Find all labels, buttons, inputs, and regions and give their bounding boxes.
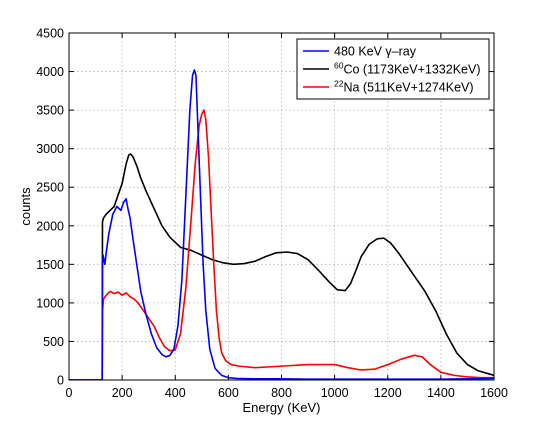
- legend-entry: 60Co (1173KeV+1332KeV): [334, 61, 481, 77]
- x-tick-label: 1000: [321, 386, 349, 400]
- legend-label: Na (511KeV+1274KeV): [343, 81, 473, 95]
- legend-entry: 480 KeV γ–ray: [334, 45, 417, 59]
- x-tick-label: 1200: [374, 386, 402, 400]
- legend-label: 480 KeV γ–ray: [334, 45, 417, 59]
- y-tick-label: 2000: [36, 219, 64, 233]
- tick-labels: 0 200 400 600 800 1000 1200 1400 1600 0 500 1000 150…: [36, 27, 508, 401]
- legend-entry: 22Na (511KeV+1274KeV): [334, 79, 474, 95]
- legend-superscript: 22: [334, 79, 344, 89]
- series-line-0: [69, 69, 494, 380]
- y-tick-label: 1500: [36, 258, 64, 272]
- legend-label: Co (1173KeV+1332KeV): [343, 63, 480, 77]
- series-lines: [69, 69, 494, 380]
- y-tick-label: 4500: [36, 27, 64, 41]
- axis-ticks: [68, 32, 495, 381]
- x-tick-label: 600: [218, 386, 239, 400]
- y-tick-label: 500: [43, 335, 64, 349]
- series-line-2: [69, 109, 494, 380]
- y-tick-label: 3500: [36, 104, 64, 118]
- x-tick-label: 200: [112, 386, 133, 400]
- x-tick-label: 1400: [427, 386, 455, 400]
- legend: 480 KeV γ–ray 60Co (1173KeV+1332KeV) 22Na …: [296, 38, 490, 100]
- x-tick-label: 800: [271, 386, 292, 400]
- y-tick-label: 3000: [36, 142, 64, 156]
- y-axis-label: counts: [18, 187, 33, 226]
- x-tick-label: 0: [66, 386, 73, 400]
- x-axis-label: Energy (KeV): [242, 400, 320, 415]
- legend-superscript: 60: [334, 61, 344, 71]
- y-tick-label: 0: [57, 374, 64, 388]
- x-tick-label: 400: [165, 386, 186, 400]
- series-line-1: [69, 153, 494, 380]
- y-tick-label: 1000: [36, 296, 64, 310]
- x-tick-label: 1600: [480, 386, 508, 400]
- y-tick-label: 2500: [36, 181, 64, 195]
- grid: [69, 33, 494, 380]
- y-tick-label: 4000: [36, 65, 64, 79]
